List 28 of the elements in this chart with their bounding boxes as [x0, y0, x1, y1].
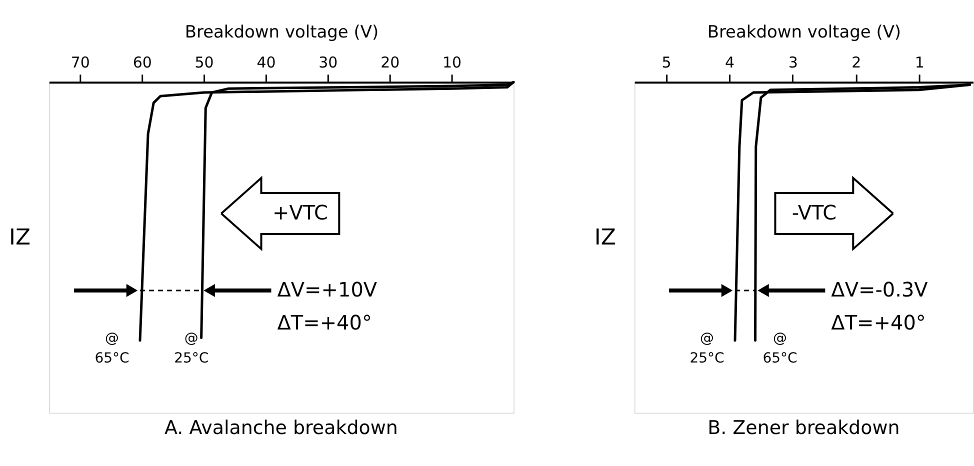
x-tick-label: 60: [132, 54, 152, 72]
annotation: +VTC: [272, 200, 328, 224]
x-tick-label: 1: [914, 54, 924, 72]
y-axis-title: IZ: [594, 226, 616, 251]
text: B. Zener breakdown: [708, 416, 900, 439]
x-tick-label: 5: [662, 54, 672, 72]
annotation: ΔV=+10V: [277, 277, 378, 302]
x-axis-title: Breakdown voltage (V): [184, 22, 379, 43]
x-tick-label: 10: [442, 54, 462, 72]
annotation: ΔT=+40°: [277, 310, 372, 334]
text: A. Avalanche breakdown: [164, 416, 398, 439]
x-tick-label: 40: [256, 54, 276, 72]
annotation: @ 25°C: [174, 330, 209, 366]
annotation: @ 25°C: [690, 330, 724, 366]
x-tick-label: 70: [70, 54, 90, 72]
x-tick-label: 3: [788, 54, 798, 72]
x-tick-label: 30: [318, 54, 338, 72]
y-axis-title: IZ: [8, 226, 31, 251]
annotation: ΔV=-0.3V: [831, 277, 928, 302]
annotation: ΔT=+40°: [831, 310, 926, 334]
annotation: @ 65°C: [762, 330, 798, 366]
annotation: @ 65°C: [94, 330, 130, 366]
x-tick-label: 4: [725, 54, 735, 72]
x-tick-label: 50: [194, 54, 214, 72]
x-tick-label: 2: [852, 54, 862, 72]
annotation: -VTC: [792, 200, 837, 224]
x-tick-label: 20: [380, 54, 400, 72]
x-axis-title: Breakdown voltage (V): [707, 22, 902, 43]
